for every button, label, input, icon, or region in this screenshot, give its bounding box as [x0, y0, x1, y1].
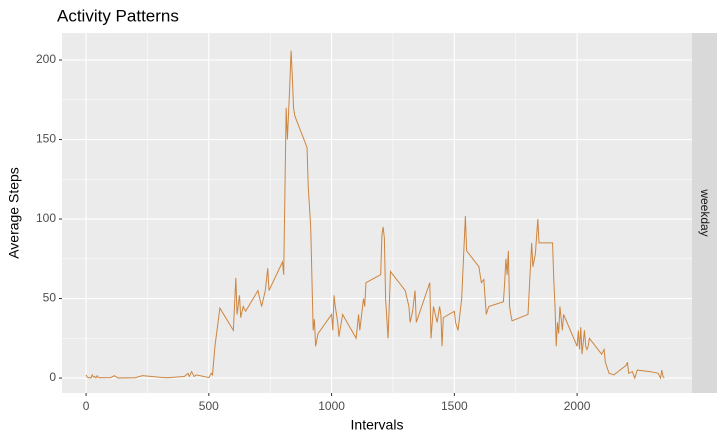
y-tick-label: 0 [49, 370, 56, 384]
x-tick-label: 0 [83, 399, 90, 413]
x-tick-label: 1500 [441, 399, 468, 413]
x-tick-label: 1000 [318, 399, 345, 413]
x-tick-label: 500 [199, 399, 219, 413]
y-tick-label: 200 [36, 52, 56, 66]
x-tick-label: 2000 [564, 399, 591, 413]
x-axis-label: Intervals [351, 417, 404, 433]
facet-label: weekday [698, 188, 712, 236]
panel [62, 33, 692, 393]
facet-strip [692, 33, 717, 393]
y-tick-label: 150 [36, 132, 56, 146]
y-tick-label: 50 [43, 291, 57, 305]
chart-title: Activity Patterns [57, 6, 179, 25]
data-line [85, 50, 665, 380]
y-axis-label: Average Steps [6, 167, 22, 259]
y-tick-label: 100 [36, 211, 56, 225]
